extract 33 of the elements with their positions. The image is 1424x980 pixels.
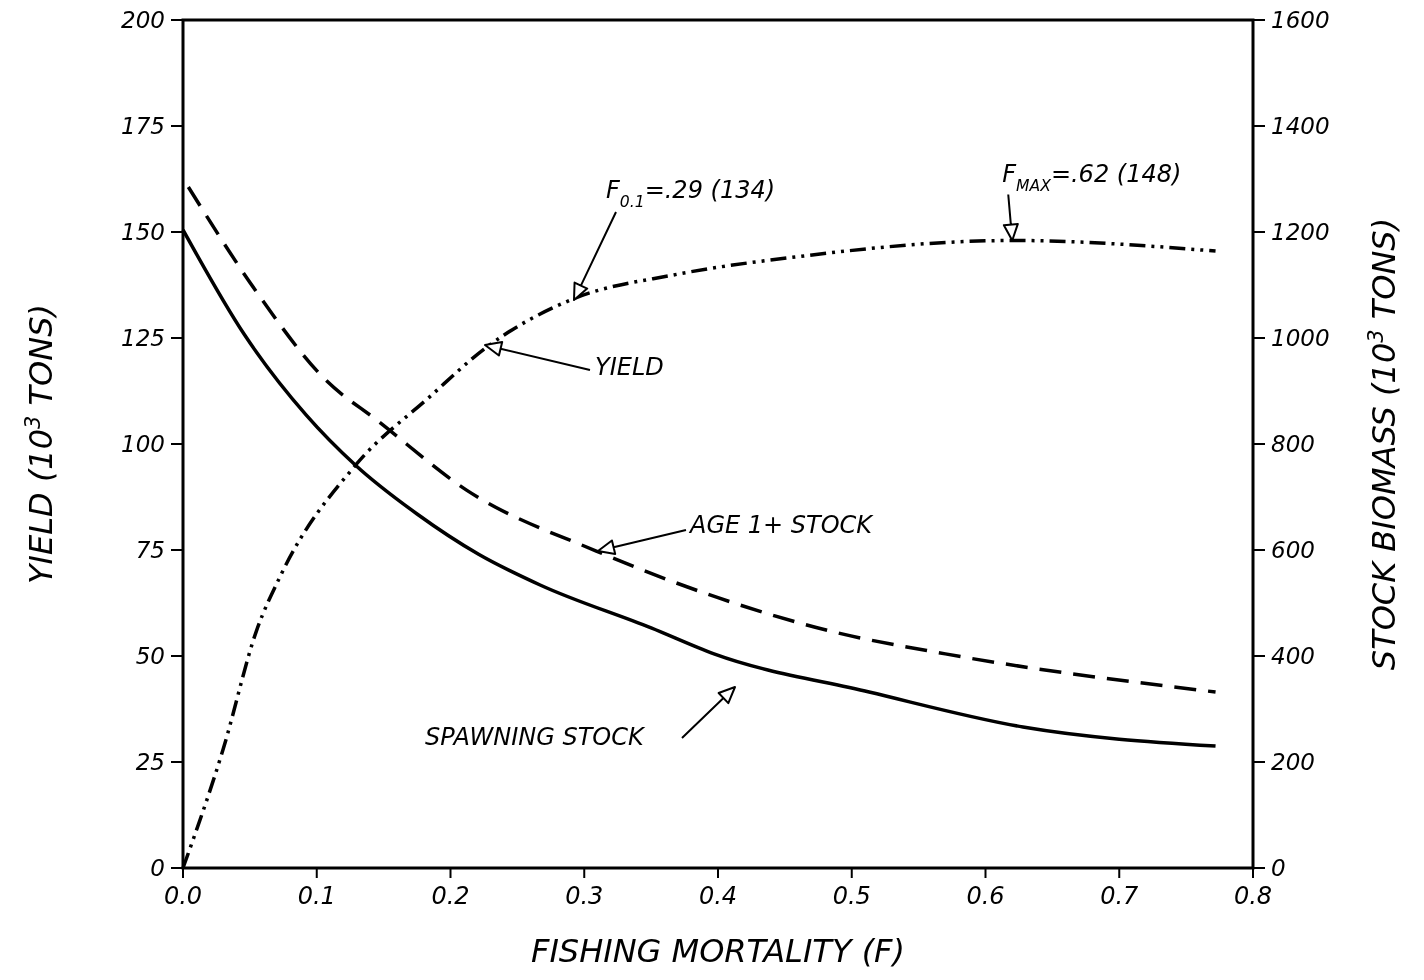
x-axis-title: FISHING MORTALITY (F) (531, 932, 905, 970)
x-tick-label: 0.8 (1233, 882, 1273, 910)
y2-tick-label: 200 (1271, 749, 1315, 775)
x-tick-label: 0.3 (565, 882, 604, 910)
y-tick-label: 175 (121, 113, 165, 139)
y2-tick-label: 600 (1271, 537, 1315, 563)
y2-tick-label: 400 (1271, 643, 1315, 669)
annotation: YIELD (595, 353, 664, 381)
annotation: F$_{MAX}$=.62 (148) (1002, 160, 1182, 196)
y-tick-label: 25 (135, 749, 165, 775)
x-tick-label: 0.2 (431, 882, 470, 910)
y-tick-label: 75 (135, 537, 165, 563)
x-tick-label: 0.5 (832, 882, 871, 910)
y-tick-label: 0 (150, 855, 165, 881)
y-tick-label: 200 (121, 7, 165, 33)
y-tick-label: 100 (121, 431, 165, 457)
y2-tick-label: 800 (1271, 431, 1315, 457)
x-tick-label: 0.7 (1100, 882, 1140, 910)
annotation: SPAWNING STOCK (425, 723, 646, 751)
y2-tick-label: 1200 (1271, 219, 1330, 245)
y-tick-label: 125 (121, 325, 165, 351)
annotation: AGE 1+ STOCK (688, 511, 875, 539)
y-tick-label: 150 (121, 219, 165, 245)
x-tick-label: 0.6 (966, 882, 1005, 910)
y-tick-label: 50 (135, 643, 165, 669)
y2-tick-label: 0 (1271, 855, 1286, 881)
y2-tick-label: 1400 (1271, 113, 1330, 139)
x-tick-label: 0.4 (698, 882, 738, 910)
x-tick-label: 0.1 (297, 882, 336, 910)
x-tick-label: 0.0 (163, 882, 203, 910)
annotation: F$_{0.1}$=.29 (134) (606, 176, 776, 211)
y2-tick-label: 1600 (1271, 7, 1330, 33)
y2-tick-label: 1000 (1271, 325, 1330, 351)
